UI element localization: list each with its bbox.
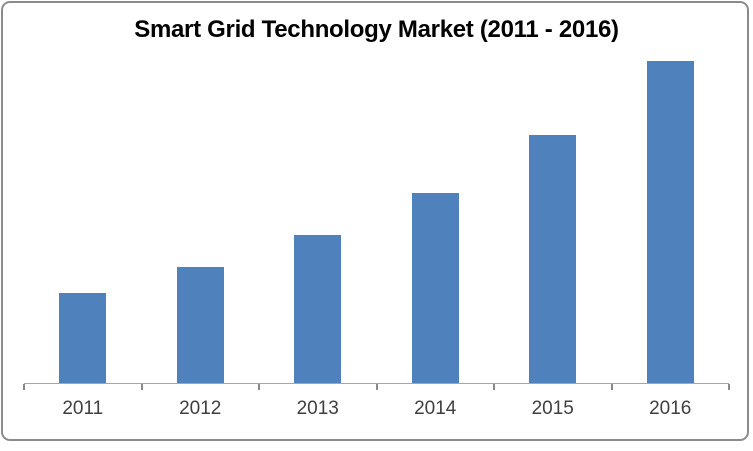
bar-2011 (59, 293, 107, 383)
x-axis-label-2013: 2013 (296, 398, 339, 419)
bar-2014 (411, 193, 459, 383)
x-axis-tick (140, 384, 143, 390)
bar-2013 (294, 235, 342, 383)
x-axis-label-2012: 2012 (179, 398, 222, 419)
bar-2015 (529, 135, 577, 383)
x-axis-label-2014: 2014 (414, 398, 457, 419)
x-axis-tick (375, 384, 378, 390)
bar-2012 (176, 267, 224, 383)
x-axis-tick (258, 384, 260, 390)
x-axis-tick (610, 384, 613, 390)
x-axis-label-2016: 2016 (649, 398, 692, 419)
x-axis-tick (728, 384, 730, 390)
x-axis-tick (493, 384, 495, 390)
x-axis-label-2015: 2015 (531, 398, 574, 419)
x-axis-line (24, 383, 729, 384)
x-axis-tick (23, 384, 25, 390)
x-axis-label-2011: 2011 (62, 398, 104, 419)
chart-title: Smart Grid Technology Market (2011 - 201… (134, 16, 619, 43)
bar-2016 (646, 61, 694, 383)
chart-frame (1, 1, 749, 441)
